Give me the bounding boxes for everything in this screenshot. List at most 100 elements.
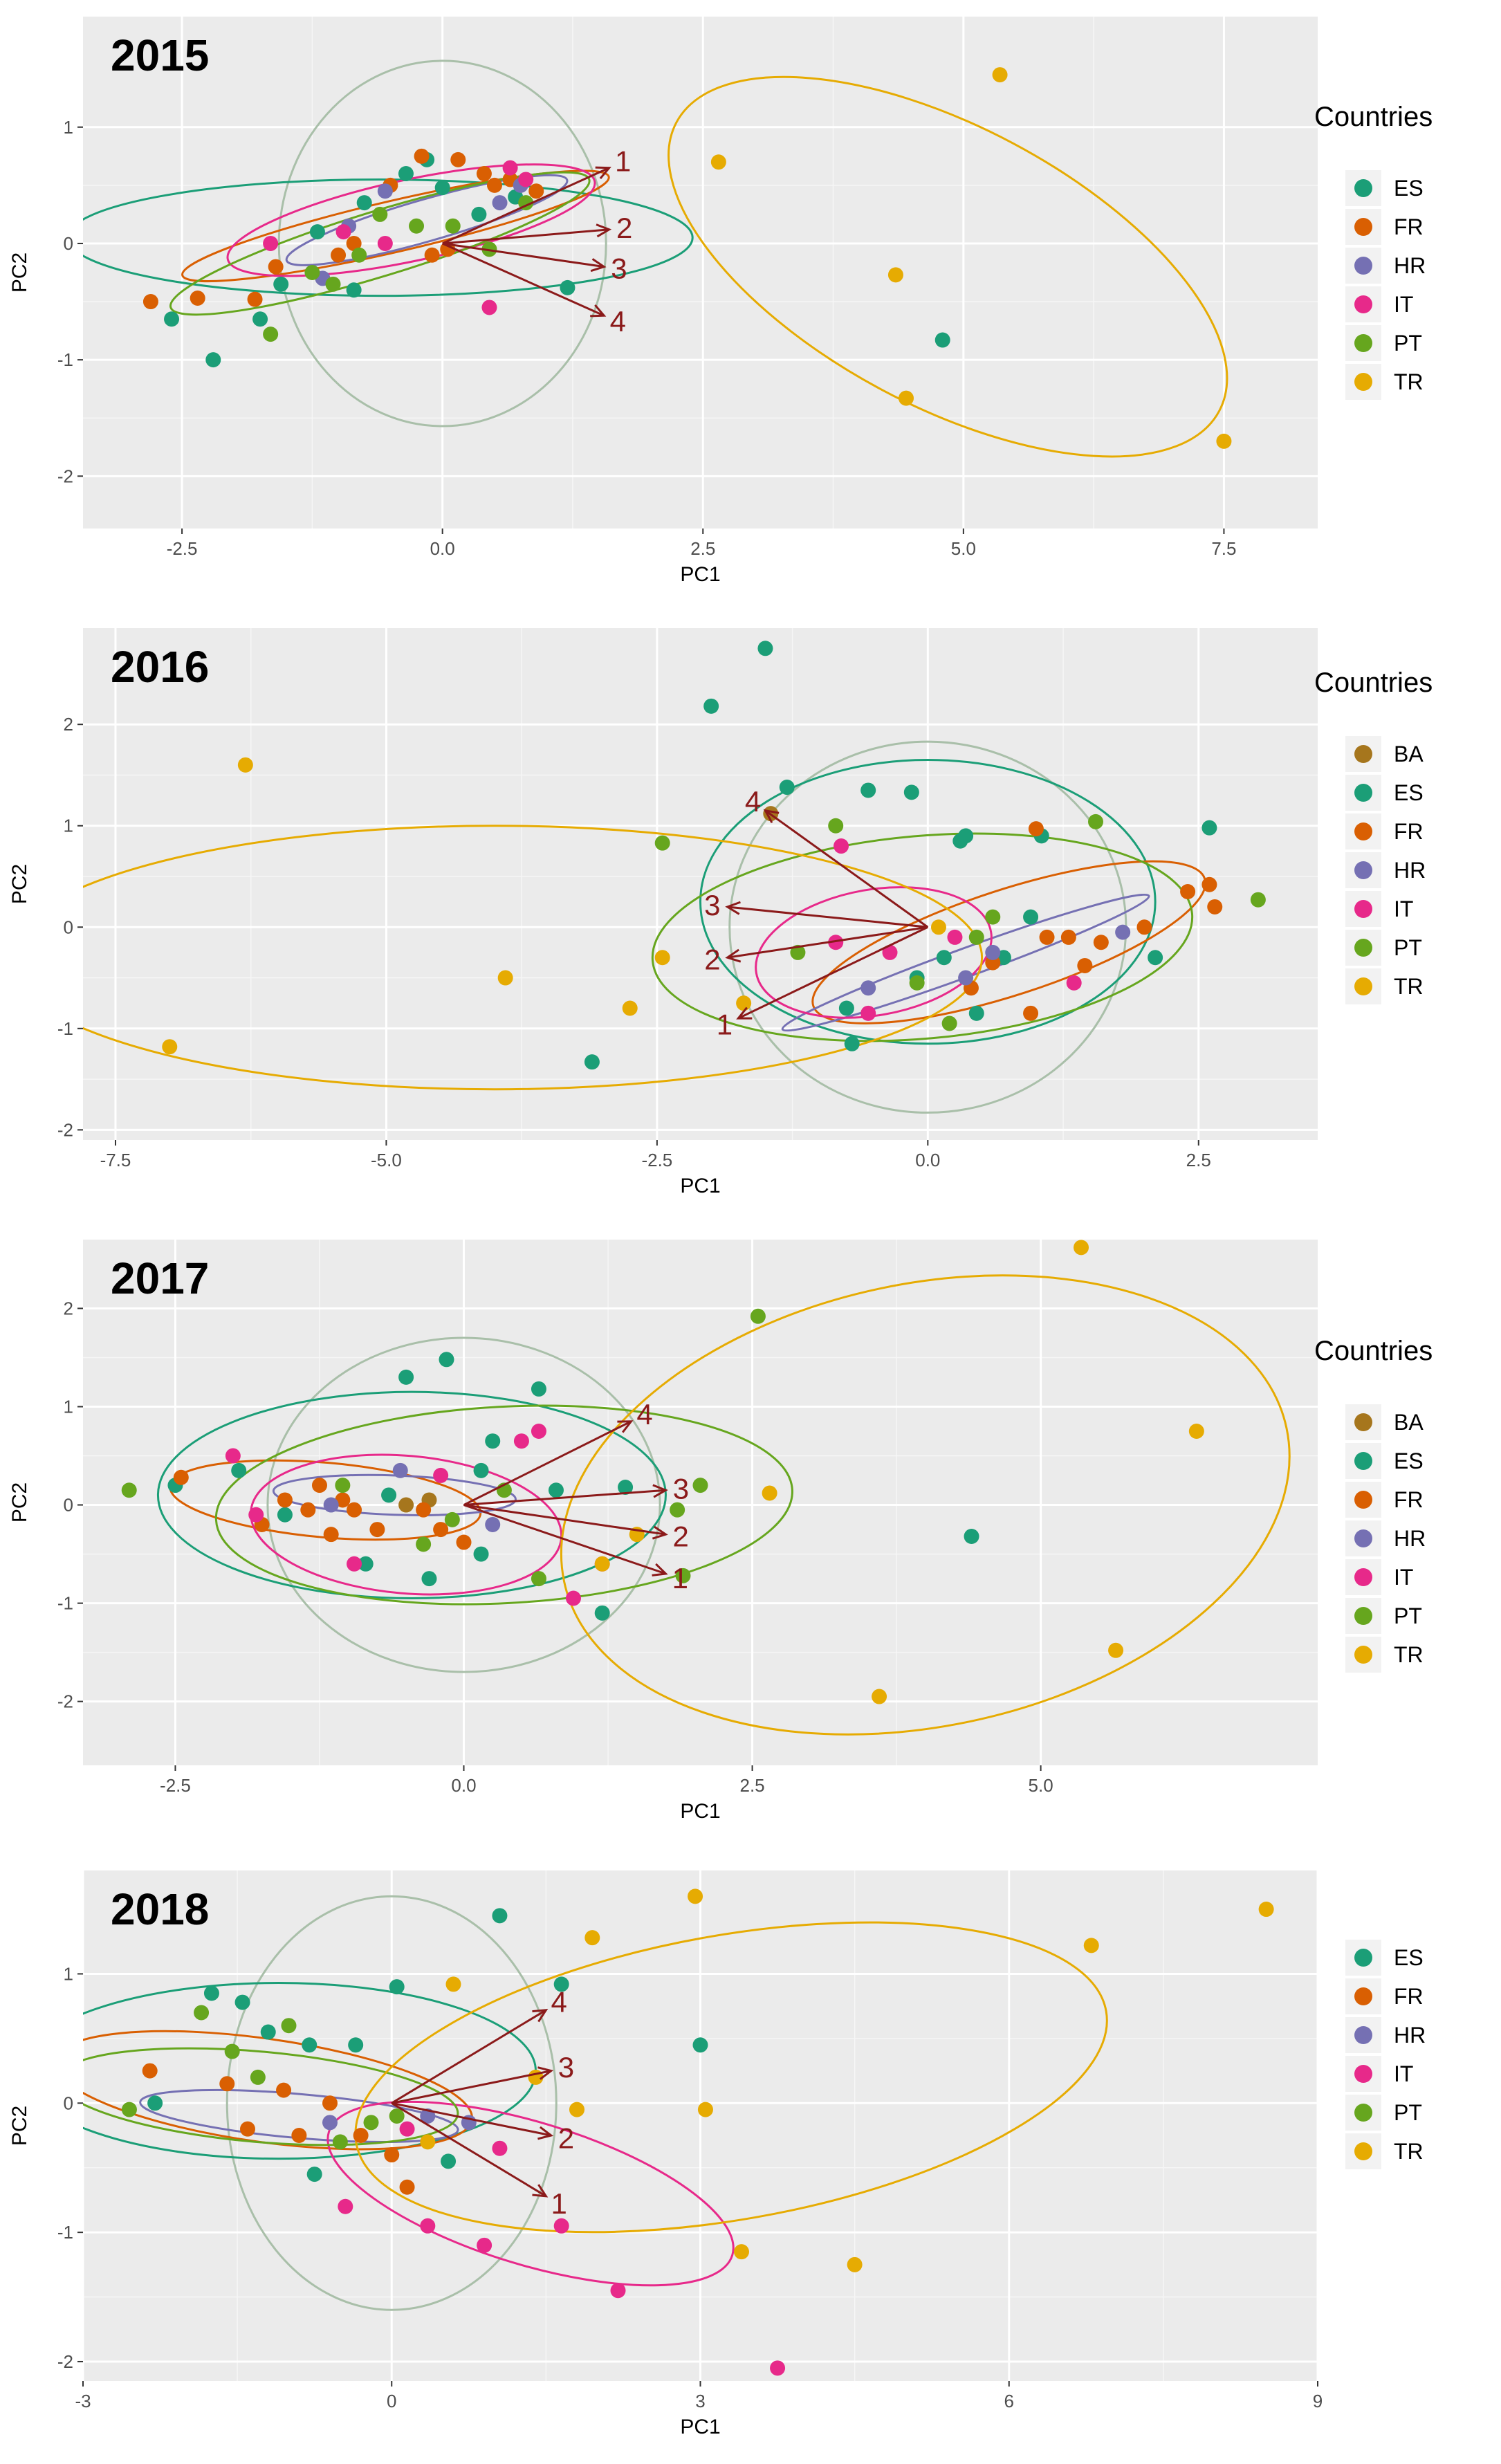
point-tr [710,154,726,170]
legend-key-es [1354,784,1372,802]
point-pt [325,276,341,292]
point-es [860,782,876,798]
point-fr [335,1492,351,1508]
loading-arrow-1 [442,167,610,245]
legend-key-it [1354,2065,1372,2083]
point-fr [1028,821,1044,837]
x-axis-label: PC1 [680,2416,720,2438]
point-tr [762,1485,777,1501]
legend-label-es: ES [1394,780,1424,805]
loading-label-2: 2 [673,1520,689,1552]
legend-label-fr: FR [1394,1487,1424,1512]
loading-label-2: 2 [558,2122,574,2154]
legend-key-it [1354,295,1372,313]
point-pt [351,247,367,263]
point-es [844,1036,860,1051]
legend-key-es [1354,1452,1372,1470]
point-pt [304,265,320,280]
point-es [560,279,575,295]
loading-label-1: 1 [672,1562,688,1594]
loading-label-3: 3 [558,2051,574,2084]
tick-label-x: 5.0 [1029,1775,1053,1796]
point-tr [887,267,903,283]
point-es [492,1908,508,1924]
legend-key-es [1354,179,1372,197]
plot-background [83,628,1318,1140]
ellipse-pt [214,1404,793,1606]
point-fr [433,1522,449,1538]
point-es [936,950,952,966]
point-es [703,698,719,714]
point-tr [697,2102,713,2117]
plot-background [83,17,1318,528]
point-tr [420,2134,436,2150]
loading-arrow-2 [391,2102,552,2137]
point-it [531,1424,546,1440]
point-hr [392,1462,408,1478]
loading-arrowhead-4 [617,1420,634,1433]
tick-label-y: -2 [57,2351,73,2372]
chart-title: 2018 [111,1884,209,1934]
point-pt [909,975,925,991]
point-fr [1060,929,1076,945]
point-pt [332,2134,348,2150]
point-es [618,1479,634,1495]
point-hr [860,980,876,996]
y-axis-label: PC2 [8,864,31,904]
point-pt [985,909,1001,925]
point-it [377,235,393,251]
legend-label-fr: FR [1394,214,1424,239]
point-es [346,282,362,298]
tick-label-y: 0 [64,233,73,254]
loading-label-4: 4 [745,785,761,818]
legend-label-es: ES [1394,1945,1424,1970]
point-es [757,641,773,656]
tick-label-y: -2 [57,1119,73,1140]
point-es [389,1979,405,1995]
point-pt [790,944,806,960]
ellipse-fr [181,169,610,282]
tick-label-y: -1 [57,1018,73,1039]
point-hr [492,195,508,211]
point-fr [1207,899,1223,914]
point-pt [968,929,984,945]
point-tr [899,390,914,406]
legend-key-hr [1354,861,1372,879]
legend-key-tr [1354,977,1372,995]
point-es [958,828,974,844]
point-es [553,1976,569,1992]
point-fr [142,294,158,310]
point-fr [414,148,430,164]
point-fr [219,2076,235,2092]
point-fr [347,1502,362,1518]
point-fr [1023,1005,1039,1021]
point-es [473,1462,489,1478]
point-tr [1258,1902,1274,1918]
point-tr [584,1930,600,1946]
loading-arrowhead-1 [595,166,611,179]
point-it [420,2218,436,2234]
point-es [231,1462,247,1478]
point-fr [268,259,284,275]
legend-label-it: IT [1394,2061,1413,2086]
point-pt [670,1502,685,1518]
ellipse-it [755,886,993,1019]
legend-key-it [1354,900,1372,918]
loading-arrow-4 [391,2009,547,2104]
point-fr [456,1534,472,1550]
point-it [565,1590,581,1606]
point-es [692,2037,708,2053]
loading-arrow-4 [764,809,929,928]
point-tr [162,1039,178,1055]
legend-label-hr: HR [1394,2023,1426,2048]
point-pt [1250,892,1266,908]
loading-arrow-3 [727,905,928,928]
point-tr [594,1556,610,1572]
tick-label-x: 7.5 [1211,538,1236,559]
pca-panel-2015: -2.5 0.0 2.5 5.0 7.5 -2 -1 0 1 1 2 3 4 2015 PC1 PC2 Coun… [0,0,1501,612]
point-it [399,2121,415,2137]
ellipse-pt [169,171,591,316]
ellipse-it [326,2100,735,2287]
loading-arrow-1 [391,2102,547,2198]
point-pt [250,2069,266,2085]
